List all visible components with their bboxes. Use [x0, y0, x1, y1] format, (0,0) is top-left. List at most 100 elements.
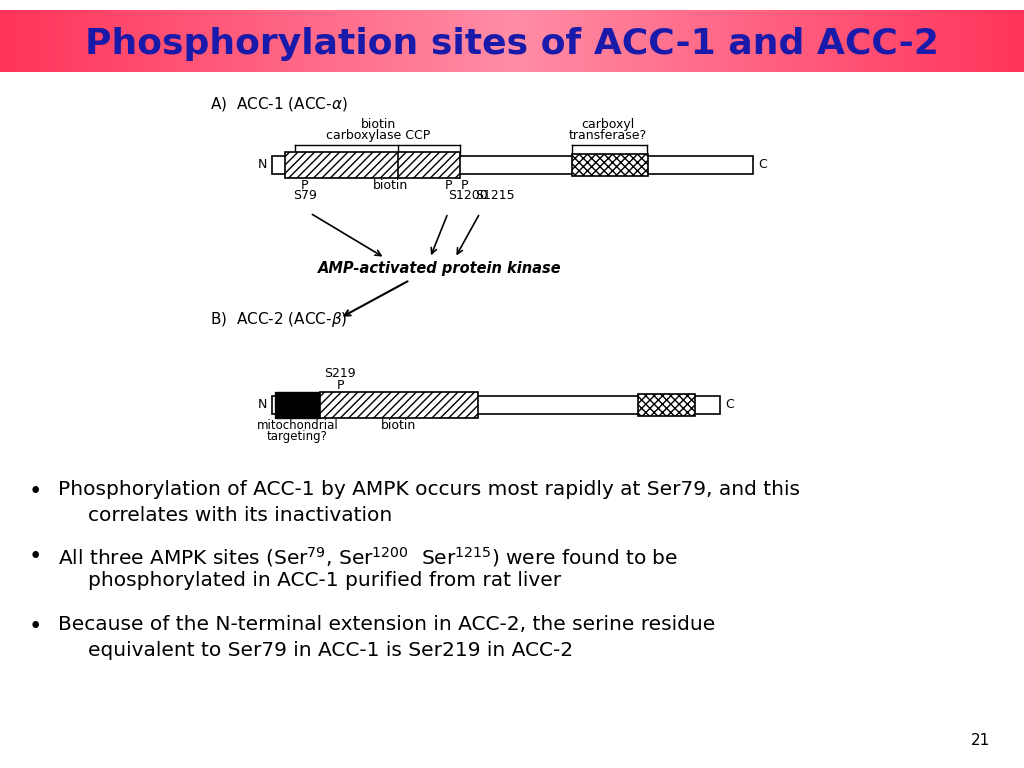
Bar — [348, 10, 352, 72]
Bar — [591, 10, 595, 72]
Bar — [935, 10, 940, 72]
Bar — [458, 10, 462, 72]
Bar — [1007, 10, 1012, 72]
Bar — [799, 10, 803, 72]
Bar — [492, 10, 496, 72]
Bar — [502, 10, 506, 72]
Bar — [471, 10, 475, 72]
Bar — [1021, 10, 1024, 72]
Bar — [82, 10, 86, 72]
Bar — [399, 10, 403, 72]
Bar — [396, 10, 400, 72]
Bar — [133, 10, 137, 72]
Bar — [505, 10, 510, 72]
Text: •: • — [29, 615, 42, 638]
Bar — [553, 10, 557, 72]
Bar — [212, 10, 216, 72]
Bar — [584, 10, 588, 72]
Bar — [888, 10, 892, 72]
Bar — [717, 10, 721, 72]
Bar — [816, 10, 820, 72]
Bar — [0, 10, 4, 72]
Bar — [577, 10, 582, 72]
Bar — [140, 10, 144, 72]
Bar — [669, 10, 674, 72]
Text: S219: S219 — [325, 367, 355, 380]
Bar — [366, 10, 370, 72]
Bar — [454, 10, 459, 72]
Bar — [658, 10, 664, 72]
Bar — [976, 10, 981, 72]
Bar — [20, 10, 25, 72]
Bar — [522, 10, 526, 72]
Bar — [335, 10, 339, 72]
Bar — [355, 10, 359, 72]
Bar — [205, 10, 209, 72]
Bar — [389, 10, 393, 72]
Bar — [837, 10, 841, 72]
Text: Phosphorylation of ACC-1 by AMPK occurs most rapidly at Ser79, and this: Phosphorylation of ACC-1 by AMPK occurs … — [58, 480, 800, 499]
Bar — [707, 10, 711, 72]
Bar — [437, 10, 441, 72]
Bar — [113, 10, 117, 72]
Bar — [358, 10, 362, 72]
Bar — [317, 10, 322, 72]
Bar — [198, 10, 203, 72]
Bar — [372, 10, 377, 72]
Bar — [778, 10, 782, 72]
Text: 21: 21 — [971, 733, 990, 748]
Text: biotin: biotin — [381, 419, 417, 432]
Bar — [13, 10, 18, 72]
Bar — [319, 392, 478, 418]
Bar — [683, 10, 687, 72]
Bar — [788, 10, 793, 72]
Text: S1200: S1200 — [449, 189, 487, 202]
Text: targeting?: targeting? — [267, 430, 328, 443]
Text: phosphorylated in ACC-1 purified from rat liver: phosphorylated in ACC-1 purified from ra… — [88, 571, 561, 590]
Text: C: C — [725, 399, 734, 412]
Bar — [75, 10, 80, 72]
Bar — [929, 10, 933, 72]
Bar — [710, 10, 715, 72]
Bar — [184, 10, 188, 72]
Bar — [276, 10, 281, 72]
Bar — [253, 10, 257, 72]
Bar — [734, 10, 738, 72]
Bar — [628, 10, 633, 72]
Bar — [195, 10, 199, 72]
Bar — [686, 10, 690, 72]
Bar — [822, 10, 827, 72]
Bar — [31, 10, 35, 72]
Bar — [243, 10, 247, 72]
Bar — [17, 10, 22, 72]
Bar — [294, 10, 298, 72]
Bar — [566, 10, 571, 72]
Bar — [307, 10, 311, 72]
Bar — [781, 10, 786, 72]
Bar — [392, 10, 397, 72]
Bar — [499, 10, 503, 72]
Bar — [573, 10, 578, 72]
Bar — [427, 10, 431, 72]
Bar — [239, 10, 244, 72]
Bar — [829, 10, 834, 72]
Text: carboxyl: carboxyl — [582, 118, 635, 131]
Bar — [215, 10, 219, 72]
Bar — [164, 10, 168, 72]
Bar — [881, 10, 885, 72]
Bar — [102, 10, 106, 72]
Bar — [635, 10, 639, 72]
Bar — [617, 10, 623, 72]
Bar — [34, 10, 39, 72]
Bar — [857, 10, 861, 72]
Bar — [228, 10, 233, 72]
Bar — [898, 10, 902, 72]
Bar — [904, 10, 909, 72]
Bar — [272, 156, 753, 174]
Bar — [167, 10, 172, 72]
Bar — [666, 10, 670, 72]
Bar — [942, 10, 946, 72]
Bar — [594, 10, 598, 72]
Bar — [955, 10, 961, 72]
Bar — [894, 10, 899, 72]
